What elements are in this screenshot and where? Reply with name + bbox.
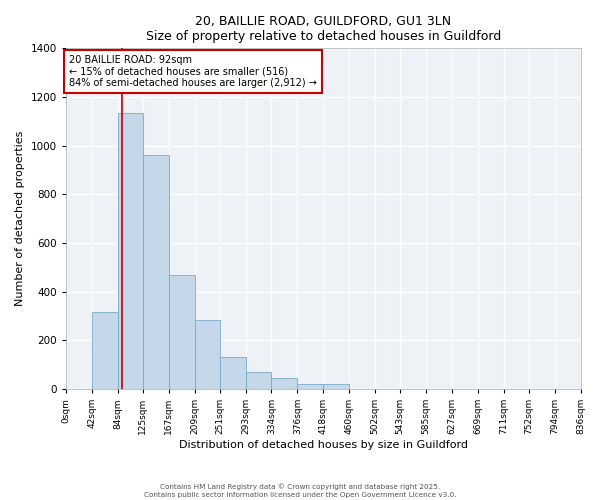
- Title: 20, BAILLIE ROAD, GUILDFORD, GU1 3LN
Size of property relative to detached house: 20, BAILLIE ROAD, GUILDFORD, GU1 3LN Siz…: [146, 15, 501, 43]
- Bar: [298, 384, 323, 389]
- X-axis label: Distribution of detached houses by size in Guildford: Distribution of detached houses by size …: [179, 440, 467, 450]
- Bar: [220, 358, 246, 389]
- Bar: [246, 372, 271, 389]
- Bar: [169, 274, 194, 389]
- Bar: [271, 378, 298, 389]
- Bar: [92, 312, 118, 389]
- Text: Contains HM Land Registry data © Crown copyright and database right 2025.
Contai: Contains HM Land Registry data © Crown c…: [144, 484, 456, 498]
- Text: 20 BAILLIE ROAD: 92sqm
← 15% of detached houses are smaller (516)
84% of semi-de: 20 BAILLIE ROAD: 92sqm ← 15% of detached…: [69, 55, 317, 88]
- Y-axis label: Number of detached properties: Number of detached properties: [15, 131, 25, 306]
- Bar: [143, 156, 169, 389]
- Bar: [194, 320, 220, 389]
- Bar: [323, 384, 349, 389]
- Bar: [118, 113, 143, 389]
